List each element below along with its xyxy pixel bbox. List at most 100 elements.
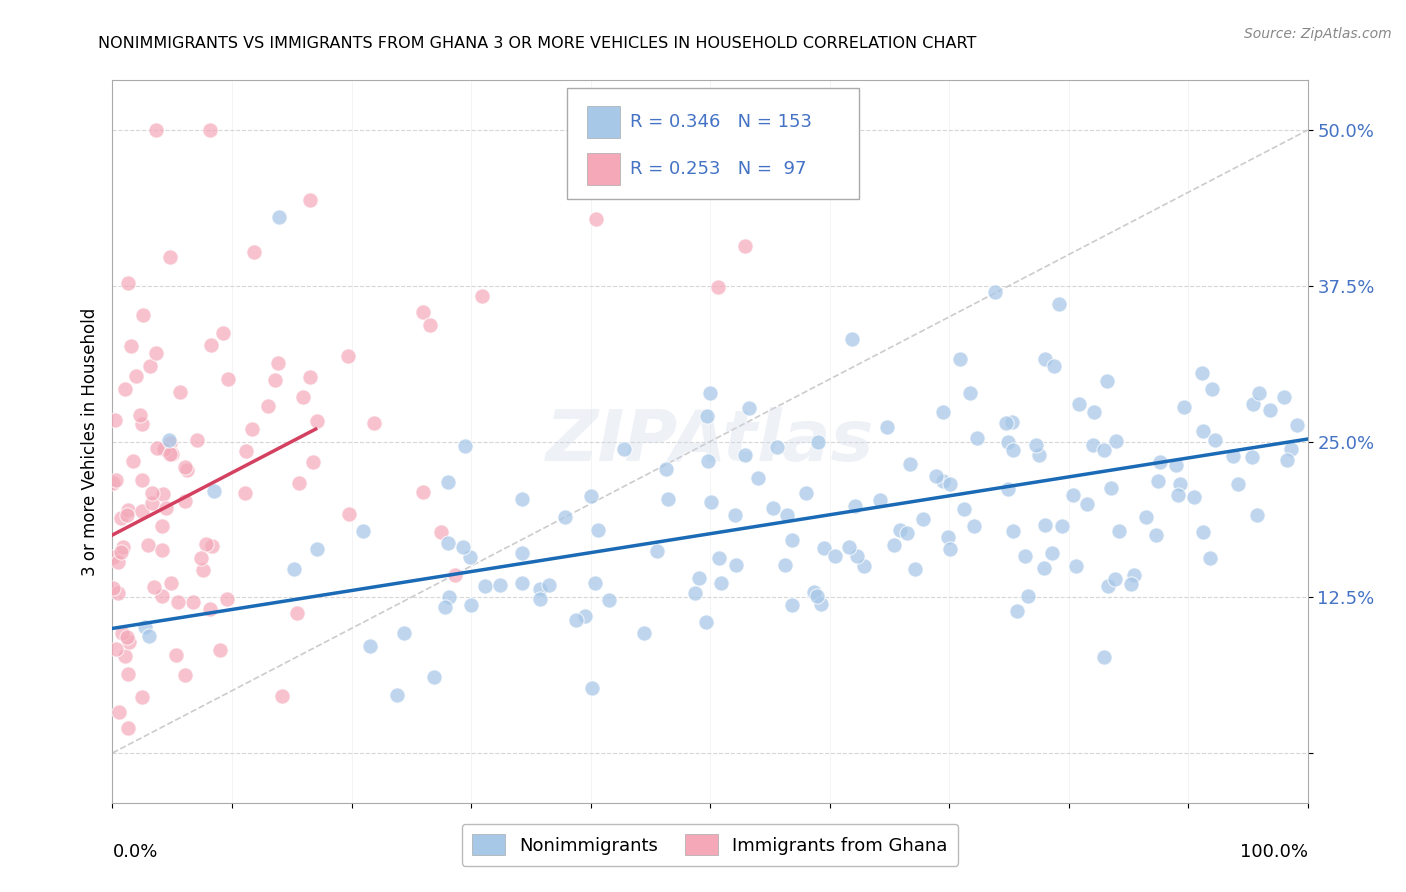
Point: [565, 614, 588, 628]
Point: [267, 356, 290, 370]
Point: [612, 442, 634, 456]
Point: [734, 238, 756, 252]
Point: [949, 352, 972, 367]
Point: [1275, 453, 1298, 467]
Point: [1067, 397, 1090, 411]
Point: [307, 541, 329, 556]
Point: [307, 414, 329, 428]
Point: [160, 447, 183, 461]
Point: [932, 405, 955, 419]
Text: 100.0%: 100.0%: [1240, 843, 1308, 861]
Point: [336, 349, 359, 363]
Bar: [586, 106, 620, 138]
Point: [869, 492, 891, 507]
FancyBboxPatch shape: [567, 87, 859, 200]
Point: [159, 436, 181, 450]
Point: [510, 492, 533, 507]
Point: [762, 501, 785, 516]
Point: [159, 447, 181, 461]
Text: ZIPAtlas: ZIPAtlas: [546, 407, 875, 476]
Point: [131, 473, 153, 487]
Point: [995, 416, 1018, 430]
Point: [122, 454, 145, 468]
Point: [1033, 351, 1056, 366]
Point: [1147, 475, 1170, 489]
Point: [437, 475, 460, 489]
Point: [583, 576, 606, 591]
Point: [190, 550, 212, 565]
Point: [1149, 455, 1171, 469]
Point: [1064, 559, 1087, 574]
Point: [586, 523, 609, 537]
Point: [142, 580, 165, 594]
Point: [198, 123, 221, 137]
Point: [471, 289, 494, 303]
Point: [685, 586, 707, 600]
Point: [183, 595, 205, 609]
Point: [997, 435, 1019, 450]
Point: [120, 339, 142, 353]
Point: [131, 504, 153, 518]
Point: [813, 541, 835, 556]
Point: [1226, 477, 1249, 491]
Point: [117, 508, 139, 523]
Point: [131, 690, 153, 704]
Point: [780, 599, 803, 613]
Point: [782, 533, 804, 547]
Point: [110, 545, 132, 559]
Point: [1204, 433, 1226, 447]
Point: [1258, 403, 1281, 417]
Point: [579, 489, 602, 503]
Point: [243, 244, 266, 259]
Point: [174, 459, 197, 474]
Point: [202, 484, 225, 499]
Point: [824, 549, 846, 563]
Point: [838, 540, 860, 554]
Point: [107, 555, 129, 569]
Point: [1033, 561, 1056, 575]
Point: [738, 401, 761, 415]
Point: [510, 575, 533, 590]
Point: [412, 485, 434, 500]
Point: [1168, 477, 1191, 491]
Point: [1272, 390, 1295, 404]
Point: [444, 567, 467, 582]
Point: [1001, 415, 1024, 429]
Point: [1286, 417, 1309, 432]
Point: [574, 608, 596, 623]
Point: [1095, 374, 1118, 388]
Point: [1094, 650, 1116, 665]
Point: [938, 477, 960, 491]
Point: [257, 399, 280, 413]
Point: [1246, 508, 1268, 522]
Point: [1173, 400, 1195, 414]
Point: [966, 431, 988, 445]
Point: [363, 416, 385, 430]
Point: [235, 443, 257, 458]
Point: [150, 519, 173, 533]
Point: [291, 390, 314, 404]
Point: [510, 546, 533, 560]
Point: [529, 591, 551, 606]
Point: [925, 468, 948, 483]
Point: [193, 563, 215, 577]
Point: [581, 681, 603, 695]
Point: [723, 508, 745, 522]
Point: [285, 606, 308, 620]
Point: [201, 540, 224, 554]
Point: [103, 476, 125, 491]
Point: [997, 482, 1019, 496]
Point: [460, 550, 482, 565]
Point: [104, 473, 127, 487]
Point: [174, 493, 197, 508]
Point: [392, 625, 415, 640]
Point: [700, 495, 723, 509]
Point: [419, 318, 441, 332]
Point: [437, 536, 460, 550]
Point: [101, 550, 124, 565]
Point: [912, 511, 935, 525]
Point: [359, 639, 381, 653]
Point: [1076, 497, 1098, 511]
Point: [269, 211, 291, 225]
Point: [1050, 519, 1073, 533]
